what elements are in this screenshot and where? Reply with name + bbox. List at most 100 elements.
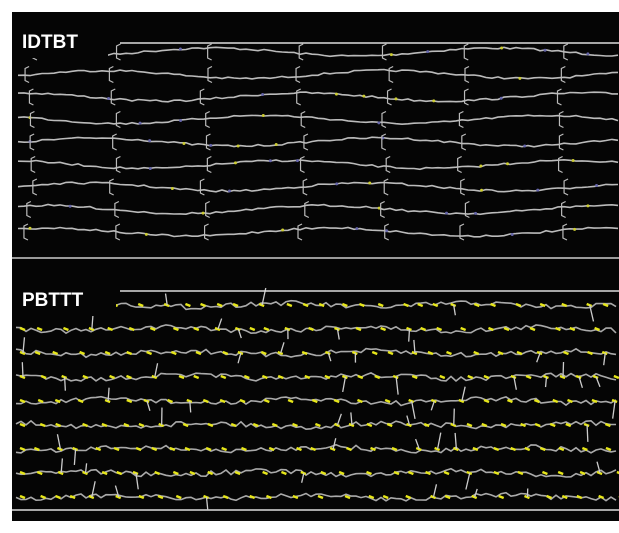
chain-segment — [30, 155, 36, 174]
chain-segment — [318, 302, 325, 308]
chain-segment — [366, 422, 373, 428]
chain-segment — [234, 470, 241, 476]
chain-segment — [377, 121, 381, 125]
chain-segment — [299, 155, 305, 174]
chain-segment — [26, 200, 32, 219]
chain-segment — [499, 96, 503, 100]
chain-segment — [592, 374, 599, 380]
chain-segment — [497, 350, 504, 356]
chain-segment — [374, 374, 381, 380]
chain-segment — [88, 326, 95, 332]
chain-segment — [594, 326, 601, 332]
chain-segment — [126, 350, 133, 356]
chain-segment — [114, 200, 120, 219]
chain-segment — [517, 470, 524, 476]
panel-label: IDTBT — [22, 32, 78, 53]
chain-segment — [101, 470, 108, 476]
chain-segment — [304, 200, 310, 219]
chain-segment — [513, 376, 517, 390]
chain-segment — [151, 374, 158, 380]
chain-segment — [381, 110, 387, 129]
chain-segment — [301, 472, 305, 483]
chain-segment — [17, 226, 619, 238]
chain-segment — [384, 223, 390, 241]
chain-segment — [144, 232, 148, 236]
chain-segment — [228, 189, 232, 193]
chain-segment — [474, 211, 478, 215]
chain-segment — [73, 448, 77, 465]
chain-segment — [510, 446, 517, 452]
chain-segment — [411, 374, 418, 380]
chain-segment — [436, 432, 442, 450]
chain-segment — [15, 395, 617, 407]
chain-segment — [193, 326, 200, 332]
chain-segment — [602, 302, 609, 308]
chain-segment — [172, 470, 179, 476]
chain-segment — [62, 326, 69, 332]
chain-segment — [237, 352, 242, 364]
chain-segment — [366, 470, 372, 476]
chain-segment — [199, 88, 205, 106]
chain-segment — [233, 161, 237, 165]
chain-segment — [414, 438, 420, 450]
chain-segment — [430, 494, 436, 500]
chain-segment — [109, 374, 116, 380]
chain-segment — [510, 374, 517, 380]
chain-segment — [387, 350, 394, 356]
chain-segment — [232, 302, 239, 308]
chain-segment — [384, 398, 391, 404]
chain-segment — [388, 65, 394, 84]
chain-segment — [295, 159, 299, 163]
chain-segment — [420, 326, 427, 332]
chain-segment — [612, 400, 616, 419]
chain-segment — [386, 88, 392, 106]
chain-segment — [69, 494, 76, 500]
chain-segment — [329, 446, 336, 452]
chain-segment — [386, 422, 393, 428]
chain-segment — [56, 434, 62, 450]
chain-segment — [95, 446, 102, 452]
chain-segment — [222, 350, 229, 356]
chain-segment — [351, 350, 358, 356]
chain-segment — [143, 398, 150, 404]
chain-segment — [464, 200, 470, 219]
chain-segment — [115, 223, 121, 241]
chain-segment — [54, 398, 61, 404]
chain-segment — [52, 350, 59, 356]
chain-segment — [616, 470, 619, 475]
chain-segment — [567, 398, 573, 404]
chain-segment — [358, 302, 365, 308]
chain-segment — [114, 485, 120, 498]
chain-segment — [36, 326, 43, 332]
chain-segment — [342, 376, 347, 393]
chain-segment — [175, 494, 182, 500]
chain-segment — [461, 386, 466, 402]
chain-segment — [425, 470, 431, 476]
chain-segment — [389, 53, 393, 57]
chain-segment — [410, 400, 416, 420]
chain-segment — [40, 374, 47, 380]
chain-segment — [355, 326, 362, 332]
chain-segment — [115, 155, 121, 174]
chain-segment — [29, 133, 35, 151]
chain-segment — [60, 458, 64, 474]
chain-segment — [15, 467, 617, 478]
chain-segment — [308, 326, 315, 332]
chain-segment — [368, 494, 375, 500]
chain-segment — [603, 352, 606, 366]
chain-segment — [138, 121, 142, 125]
chain-segment — [284, 326, 291, 332]
chain-segment — [430, 400, 435, 411]
chain-segment — [391, 446, 398, 452]
chain-segment — [355, 227, 359, 231]
chain-segment — [37, 398, 44, 404]
chain-segment — [380, 200, 385, 219]
chain-segment — [498, 494, 505, 500]
chain-segment — [15, 491, 617, 502]
chain-segment — [107, 387, 110, 402]
chain-segment — [137, 302, 144, 308]
chain-segment — [544, 376, 548, 388]
chain-segment — [15, 419, 616, 431]
chain-segment — [463, 43, 469, 61]
